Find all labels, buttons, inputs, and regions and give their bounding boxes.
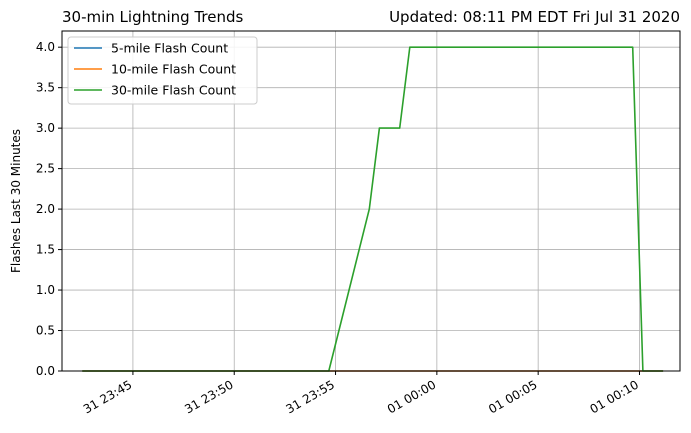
x-tick-label: 31 23:55 xyxy=(284,377,337,416)
legend-entry: 10-mile Flash Count xyxy=(111,62,236,77)
y-tick-label: 3.0 xyxy=(36,121,55,135)
y-tick-label: 1.0 xyxy=(36,283,55,297)
y-tick-label: 1.5 xyxy=(36,243,55,257)
legend: 5-mile Flash Count 10-mile Flash Count 30-… xyxy=(67,36,258,105)
plot-frame xyxy=(61,30,681,372)
y-tick-label: 0.0 xyxy=(36,364,55,378)
y-tick-label: 2.5 xyxy=(36,162,55,176)
x-tick-label: 01 00:05 xyxy=(486,377,539,416)
x-axis-ticks: 31 23:45 31 23:50 31 23:55 01 00:00 01 00:05… xyxy=(81,371,641,416)
legend-entry: 5-mile Flash Count xyxy=(111,41,228,56)
series-line xyxy=(82,46,664,372)
x-tick-label: 01 00:10 xyxy=(587,377,640,416)
chart-updated-timestamp: Updated: 08:11 PM EDT Fri Jul 31 2020 xyxy=(389,8,680,26)
x-tick-label: 31 23:50 xyxy=(182,377,235,416)
y-axis-label: Flashes Last 30 Minutes xyxy=(9,129,23,273)
y-axis-ticks: 0.0 0.5 1.0 1.5 2.0 2.5 3.0 3.5 4.0 xyxy=(36,40,62,378)
x-tick-label: 01 00:00 xyxy=(385,377,438,416)
y-tick-label: 3.5 xyxy=(36,81,55,95)
x-tick-label: 31 23:45 xyxy=(81,377,134,416)
y-tick-label: 4.0 xyxy=(36,40,55,54)
chart-title: 30-min Lightning Trends xyxy=(62,8,244,26)
legend-entry: 30-mile Flash Count xyxy=(111,83,236,98)
legend-box xyxy=(67,36,258,105)
y-tick-label: 2.0 xyxy=(36,202,55,216)
y-tick-label: 0.5 xyxy=(36,324,55,338)
